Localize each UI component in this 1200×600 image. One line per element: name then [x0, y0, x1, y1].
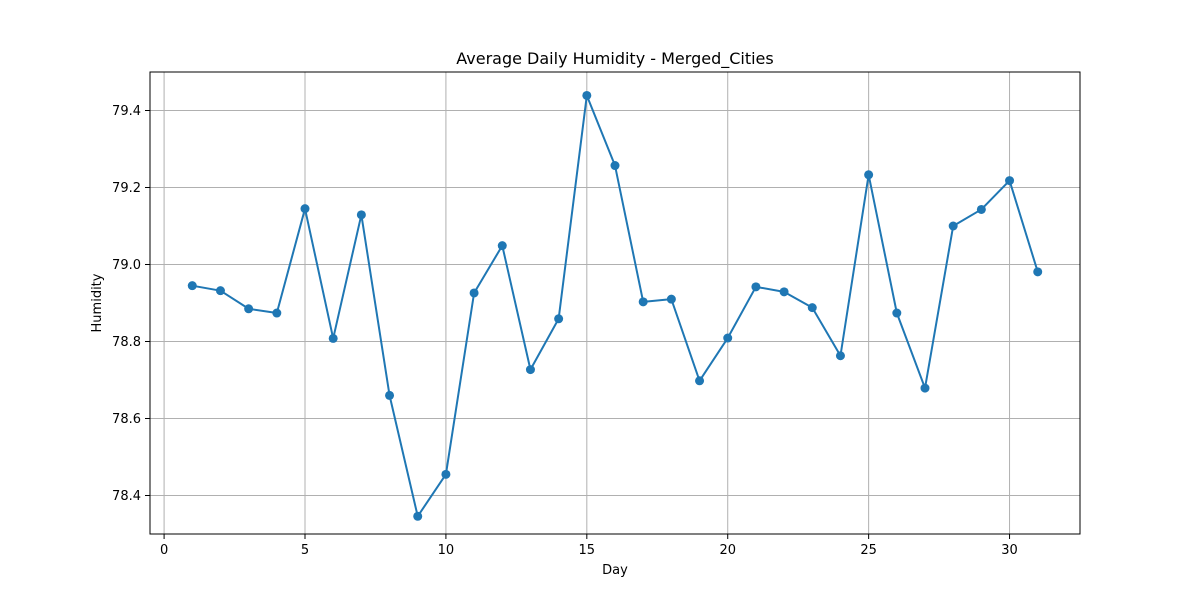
data-point	[976, 204, 986, 214]
data-point	[695, 376, 705, 386]
data-point	[187, 281, 197, 291]
data-point	[751, 282, 761, 292]
y-tick-label: 78.4	[112, 489, 141, 504]
data-point	[638, 297, 648, 307]
data-point	[215, 286, 225, 296]
plot-frame	[149, 71, 1081, 535]
data-point	[723, 333, 733, 343]
y-axis-ticks: 78.4 78.6 78.8 79.0 79.2 79.4	[112, 104, 150, 504]
data-point	[807, 303, 817, 313]
chart-title: Average Daily Humidity - Merged_Cities	[456, 49, 773, 69]
data-point	[920, 383, 930, 393]
data-point	[413, 511, 423, 521]
y-tick-label: 78.8	[112, 335, 141, 350]
grid	[150, 72, 1080, 534]
data-point	[356, 210, 366, 220]
y-tick-label: 78.6	[112, 412, 141, 427]
data-point	[525, 365, 535, 375]
data-point	[272, 308, 282, 318]
x-tick-label: 25	[860, 543, 877, 558]
x-tick-label: 0	[160, 543, 168, 558]
data-point	[497, 241, 507, 251]
y-tick-label: 79.2	[112, 181, 141, 196]
data-point	[610, 161, 620, 171]
data-point	[244, 304, 254, 314]
data-point	[779, 287, 789, 297]
data-point	[835, 351, 845, 361]
x-tick-label: 10	[438, 543, 455, 558]
data-point	[1005, 176, 1015, 186]
data-point	[554, 314, 564, 324]
data-point	[892, 308, 902, 318]
x-axis-label: Day	[602, 563, 628, 578]
data-point	[300, 204, 310, 214]
series-layer	[187, 90, 1043, 521]
x-tick-label: 15	[579, 543, 596, 558]
data-point	[469, 288, 479, 298]
data-point	[1033, 267, 1043, 277]
x-tick-label: 30	[1001, 543, 1018, 558]
data-point	[385, 390, 395, 400]
x-tick-label: 20	[719, 543, 736, 558]
data-point	[441, 469, 451, 479]
y-tick-label: 79.0	[112, 258, 141, 273]
data-point	[948, 221, 958, 231]
x-axis-ticks: 0 5 10 15 20 25 30	[160, 534, 1018, 558]
y-axis-label: Humidity	[90, 273, 105, 332]
data-point	[666, 294, 676, 304]
data-point	[328, 333, 338, 343]
y-tick-label: 79.4	[112, 104, 141, 119]
x-tick-label: 5	[301, 543, 309, 558]
data-point	[864, 170, 874, 180]
data-point	[582, 90, 592, 100]
